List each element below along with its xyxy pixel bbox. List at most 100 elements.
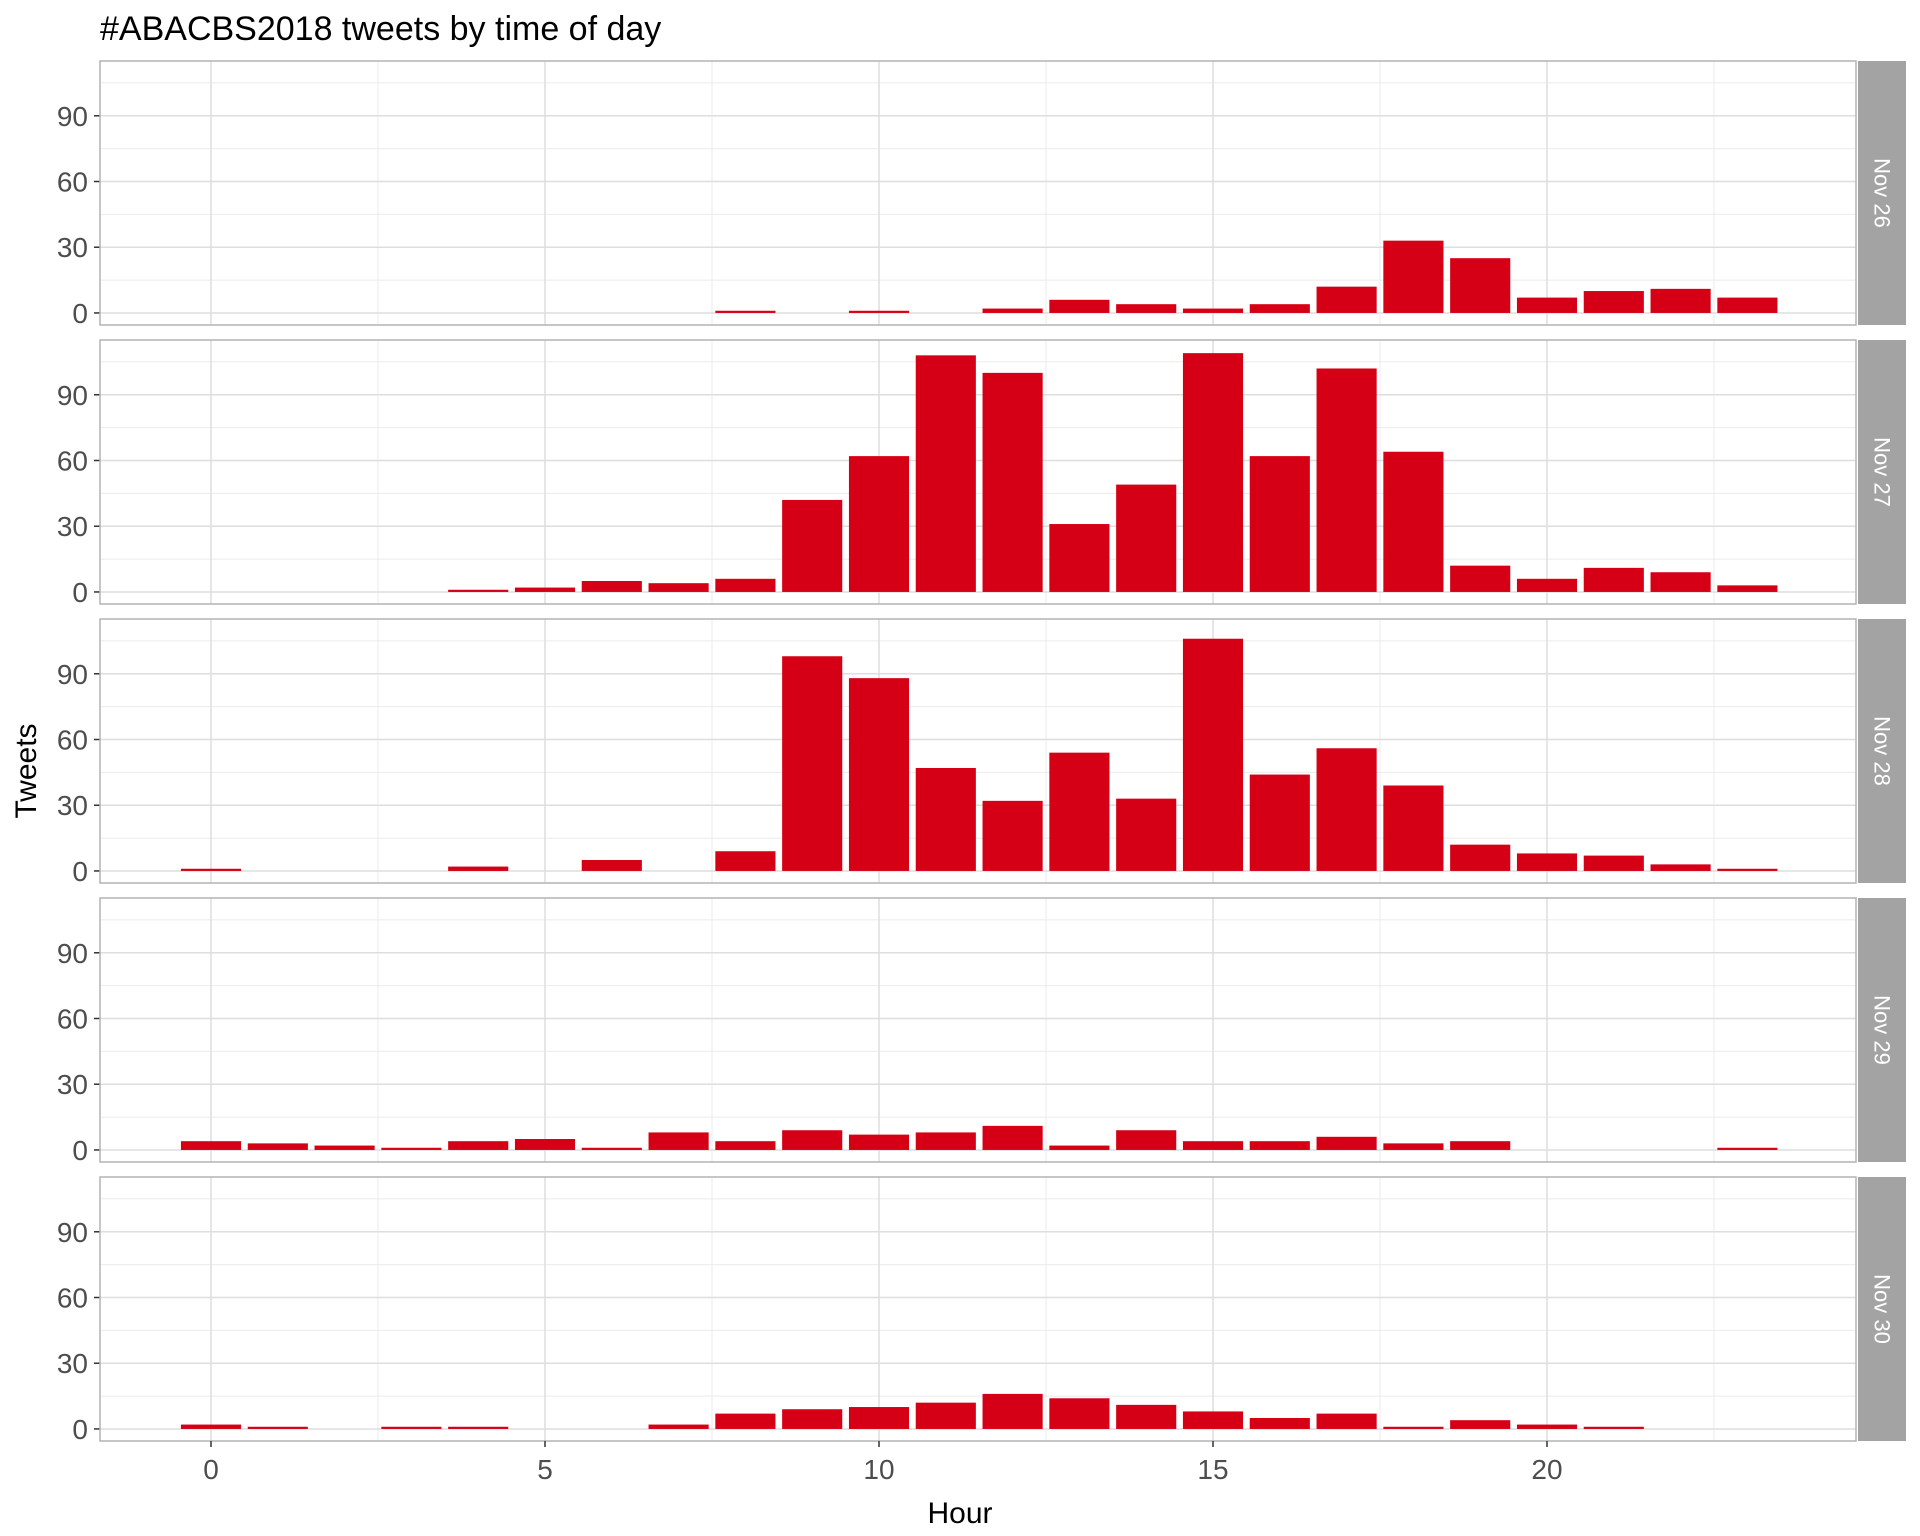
bar	[1316, 1136, 1377, 1150]
bar	[1182, 1141, 1244, 1150]
x-tick-label: 20	[1531, 1454, 1562, 1485]
panel-background	[100, 61, 1856, 325]
bar	[448, 1426, 509, 1429]
bar	[1116, 1130, 1177, 1150]
bar	[314, 1145, 375, 1150]
bar	[1516, 297, 1578, 313]
bar	[1383, 785, 1444, 871]
bar	[1383, 1143, 1444, 1150]
facet-strip-label: Nov 29	[1870, 995, 1895, 1065]
y-tick-label: 90	[57, 1217, 88, 1248]
bar	[448, 589, 509, 592]
bar	[1249, 304, 1310, 313]
bar	[1049, 299, 1110, 313]
facet-panel: 0 30 60 90 Nov 26	[57, 60, 1906, 329]
bar	[1383, 1426, 1444, 1429]
y-tick-label: 90	[57, 380, 88, 411]
bar	[1717, 1147, 1778, 1150]
y-tick-label: 60	[57, 445, 88, 476]
bar	[915, 767, 976, 871]
bar	[782, 656, 843, 871]
x-tick-label: 5	[537, 1454, 553, 1485]
facet-strip	[1858, 61, 1906, 325]
bar	[1249, 774, 1310, 871]
bar	[1249, 1417, 1310, 1429]
bar	[247, 1143, 308, 1150]
bar	[1450, 565, 1511, 592]
bar	[715, 310, 776, 313]
y-tick-label: 60	[57, 1282, 88, 1313]
bar	[982, 1125, 1043, 1150]
bar	[1316, 748, 1377, 871]
bar	[648, 1132, 709, 1150]
bar	[180, 1141, 242, 1150]
y-tick-label: 60	[57, 166, 88, 197]
facet-panel: 0 30 60 90 Nov 30 0 5 10 15 20	[57, 1176, 1906, 1485]
bar	[1717, 297, 1778, 313]
bar	[1450, 258, 1511, 313]
bar	[848, 1407, 910, 1429]
y-tick-label: 90	[57, 101, 88, 132]
facet-strip-label: Nov 26	[1870, 158, 1895, 228]
bar	[1516, 853, 1578, 871]
bar	[180, 868, 242, 871]
bar	[1182, 638, 1244, 871]
x-tick-label: 10	[863, 1454, 894, 1485]
bar	[381, 1147, 442, 1150]
bar	[381, 1426, 442, 1429]
facet-strip	[1858, 619, 1906, 883]
bar	[1383, 240, 1444, 313]
bar	[180, 1424, 242, 1429]
panel-border	[99, 618, 1857, 884]
bar	[982, 308, 1043, 313]
bar	[782, 1409, 843, 1429]
bar	[1583, 855, 1644, 871]
facet-strip	[1858, 340, 1906, 604]
y-axis-title: Tweets	[10, 723, 43, 818]
bar	[715, 851, 776, 871]
y-tick-label: 0	[72, 856, 88, 887]
x-axis-title: Hour	[927, 1497, 992, 1530]
bar	[915, 1402, 976, 1429]
facet-strip-label: Nov 30	[1870, 1274, 1895, 1344]
bar	[1116, 798, 1177, 871]
bar	[1182, 353, 1244, 592]
bar	[448, 1141, 509, 1150]
panel-border	[99, 897, 1857, 1163]
y-tick-label: 90	[57, 659, 88, 690]
bar	[1116, 304, 1177, 313]
bar	[1583, 291, 1644, 313]
y-tick-label: 60	[57, 724, 88, 755]
y-tick-label: 30	[57, 511, 88, 542]
bar	[1583, 567, 1644, 592]
bar	[1383, 451, 1444, 592]
bar	[982, 800, 1043, 871]
bar	[1049, 524, 1110, 592]
bar	[1450, 1420, 1511, 1429]
bar	[848, 678, 910, 871]
panel-border	[99, 60, 1857, 326]
bar	[1116, 1404, 1177, 1429]
bar	[581, 859, 642, 871]
bar	[1049, 1398, 1110, 1429]
bar	[581, 1147, 642, 1150]
bar	[1316, 368, 1377, 592]
bar	[848, 1134, 910, 1150]
bar	[1116, 484, 1177, 592]
y-tick-label: 90	[57, 938, 88, 969]
y-tick-label: 30	[57, 790, 88, 821]
panel-background	[100, 619, 1856, 883]
bar	[514, 587, 576, 592]
bar	[1182, 308, 1244, 313]
bar	[514, 1138, 576, 1150]
bar	[1450, 1141, 1511, 1150]
facet-panel: 0 30 60 90 Nov 28	[57, 618, 1906, 887]
bar	[1316, 1413, 1377, 1429]
panel-background	[100, 1177, 1856, 1441]
bar	[448, 866, 509, 871]
bar	[1182, 1411, 1244, 1429]
y-tick-label: 0	[72, 298, 88, 329]
